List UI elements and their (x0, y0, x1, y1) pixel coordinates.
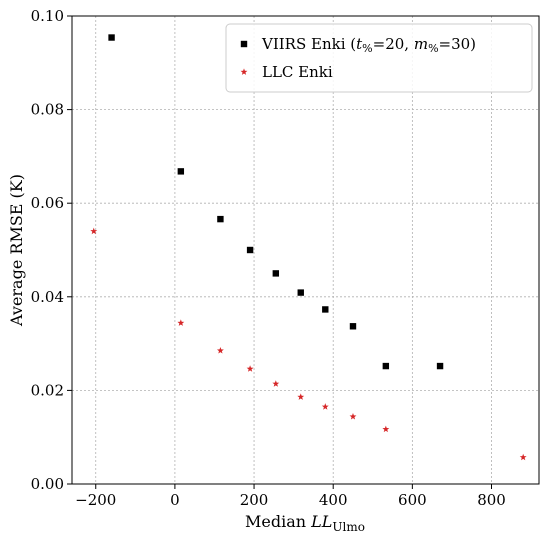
legend-star-marker (240, 68, 248, 75)
llc-point (216, 347, 224, 354)
legend-viirs-m: m (414, 35, 428, 53)
viirs-point (297, 289, 304, 296)
llc-point (349, 413, 357, 420)
y-tick-label: 0.04 (31, 288, 64, 306)
viirs-point (246, 246, 254, 254)
series-viirs-enki (108, 34, 444, 370)
llc-point (382, 425, 390, 433)
y-tick-label: 0.00 (31, 475, 64, 493)
x-tick-label: 400 (319, 491, 348, 509)
y-tick-label: 0.08 (31, 101, 64, 119)
x-tick-label: −200 (75, 491, 116, 509)
legend-viirs-t-sub: % (362, 42, 372, 55)
legend-label-llc: LLC Enki (262, 63, 333, 81)
x-tick-label: 0 (170, 491, 180, 509)
legend-square-marker (240, 40, 248, 48)
x-axis-label-prefix: Median (245, 512, 311, 531)
viirs-point (382, 362, 390, 370)
x-axis-label-main: LL (310, 512, 332, 531)
legend-viirs-t: t (356, 35, 363, 53)
plot-frame (71, 15, 540, 485)
llc-point (297, 393, 305, 400)
llc-point (246, 365, 254, 372)
x-tick-label: 600 (398, 491, 427, 509)
llc-point (519, 453, 527, 461)
y-tick-label: 0.02 (31, 381, 64, 399)
viirs-point (217, 215, 224, 223)
llc-point (177, 319, 185, 326)
x-axis-label: Median LLUlmo (245, 512, 365, 534)
axis-ticks: −200 0 200 400 600 800 0.00 0.02 0.04 0.06 0.08 0.1… (31, 7, 506, 509)
viirs-point (436, 362, 444, 370)
legend: VIIRS Enki (t%=20, m%=30) LLC Enki (225, 23, 533, 93)
x-axis-label-subscript: Ulmo (332, 520, 365, 534)
viirs-point (272, 270, 280, 277)
y-tick-label: 0.10 (31, 7, 64, 25)
legend-viirs-lead: VIIRS Enki ( (261, 35, 356, 53)
x-tick-label: 800 (477, 491, 506, 509)
legend-marker-viirs (240, 40, 248, 48)
x-tick-label: 200 (240, 491, 269, 509)
data-series (90, 34, 527, 461)
viirs-point (108, 34, 115, 41)
llc-point (272, 380, 280, 387)
series-llc-enki (90, 227, 527, 461)
legend-viirs-m-val: =30) (439, 35, 477, 53)
legend-frame (225, 23, 533, 93)
legend-marker-llc (240, 68, 248, 75)
legend-label-viirs: VIIRS Enki (t%=20, m%=30) (261, 35, 476, 55)
viirs-point (322, 306, 329, 313)
llc-point (90, 227, 98, 235)
y-axis-label: Average RMSE (K) (7, 174, 26, 327)
y-tick-label: 0.06 (31, 194, 64, 212)
viirs-point (349, 323, 357, 330)
legend-viirs-m-sub: % (428, 42, 438, 55)
legend-viirs-t-val: =20, (373, 35, 414, 53)
llc-point (321, 403, 329, 410)
viirs-point (177, 168, 185, 175)
